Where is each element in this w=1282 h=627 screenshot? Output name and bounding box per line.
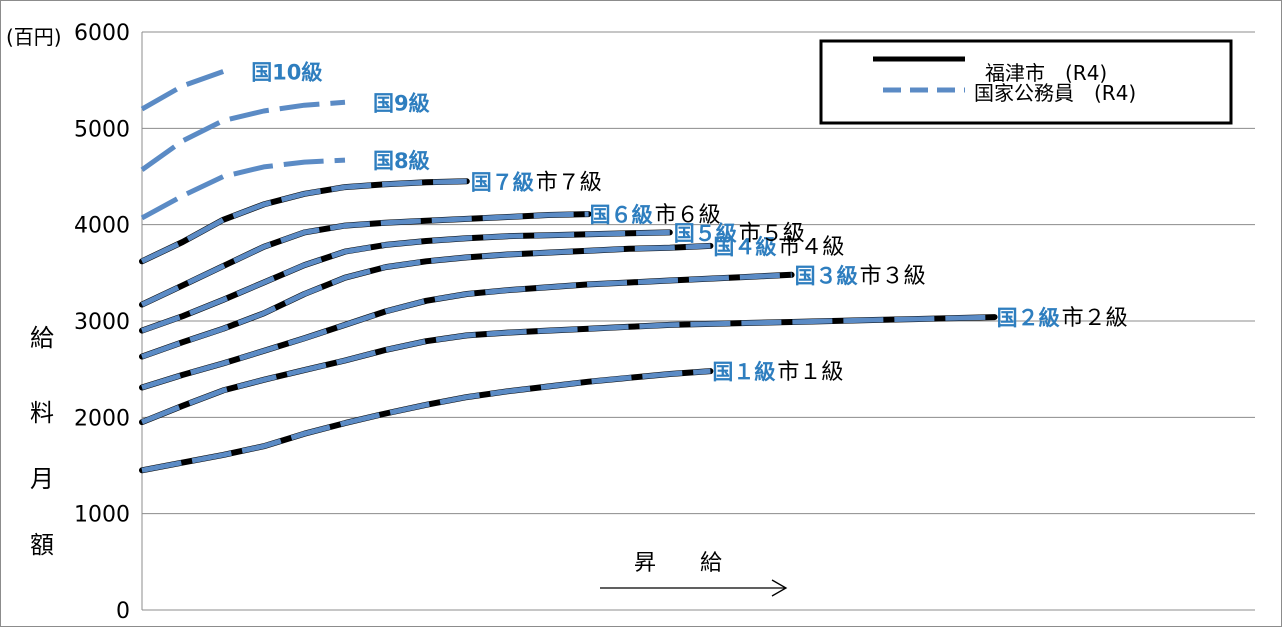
series-end-label-city-3: 市３級 <box>860 264 926 289</box>
grid-lines <box>141 31 1255 611</box>
series-end-label-city-6: 市６級 <box>655 203 721 228</box>
x-annotation-arrow-head <box>771 579 788 597</box>
series-end-label-national-6: 国６級 <box>590 203 653 227</box>
series-end-label-city-4: 市４級 <box>778 235 844 260</box>
legend-label-national: 国家公務員 (R4) <box>974 81 1136 105</box>
y-tick-label: 6000 <box>74 21 130 46</box>
series-line-national-2 <box>141 314 995 425</box>
y-tick-label: 1000 <box>74 503 130 528</box>
series-end-label-city-5: 市５級 <box>739 221 805 246</box>
unit-label: (百円) <box>6 25 62 49</box>
y-tick-labels: 0 1000 2000 3000 4000 5000 6000 <box>74 21 130 624</box>
series-end-label-city-7: 市７級 <box>536 170 602 195</box>
series-end-label-city-1: 市１級 <box>777 360 843 385</box>
y-tick-label: 0 <box>116 599 130 624</box>
series-end-label-national-2: 国２級 <box>997 306 1060 330</box>
series-line-national-7 <box>140 178 467 264</box>
series-end-label-city-2: 市２級 <box>1062 306 1128 331</box>
series-line-national-6 <box>140 211 589 307</box>
series-line-national-8 <box>140 157 346 221</box>
series-end-label-national-5: 国５級 <box>674 221 737 245</box>
y-tick-label: 3000 <box>74 310 130 335</box>
series-end-label-national-10: 国10級 <box>251 60 322 84</box>
legend: 福津市 (R4) 国家公務員 (R4) <box>819 39 1233 125</box>
series-lines <box>139 69 998 474</box>
y-axis-label-char-4: 額 <box>30 531 54 559</box>
series-end-label-national-8: 国8級 <box>373 149 430 173</box>
y-axis-label-char-1: 給 <box>30 324 54 352</box>
series-end-label-national-3: 国３級 <box>795 264 858 288</box>
legend-label-city: 福津市 (R4) <box>985 61 1107 85</box>
y-axis-label: 給 料 月 額 <box>30 324 54 559</box>
y-axis-label-char-2: 料 <box>30 399 54 427</box>
legend-box <box>819 39 1233 125</box>
y-tick-label: 2000 <box>74 406 130 431</box>
series-line-national-5 <box>141 229 670 333</box>
y-tick-label: 4000 <box>74 214 130 239</box>
series-line-national-10 <box>140 69 225 112</box>
x-annotation: 昇 給 <box>600 551 788 597</box>
y-tick-label: 5000 <box>74 117 130 142</box>
series-end-label-national-4: 国４級 <box>713 235 776 259</box>
series-line-national-3 <box>141 272 792 390</box>
x-annotation-label: 昇 給 <box>634 551 722 576</box>
series-end-label-national-9: 国9級 <box>373 91 430 115</box>
y-axis-label-char-3: 月 <box>30 465 54 493</box>
series-end-label-national-7: 国７級 <box>471 170 534 194</box>
series-end-label-national-1: 国１級 <box>712 360 775 384</box>
series-line-national-4 <box>141 243 711 359</box>
series-line-national-9 <box>140 99 346 172</box>
series-line-national-1 <box>141 368 711 473</box>
